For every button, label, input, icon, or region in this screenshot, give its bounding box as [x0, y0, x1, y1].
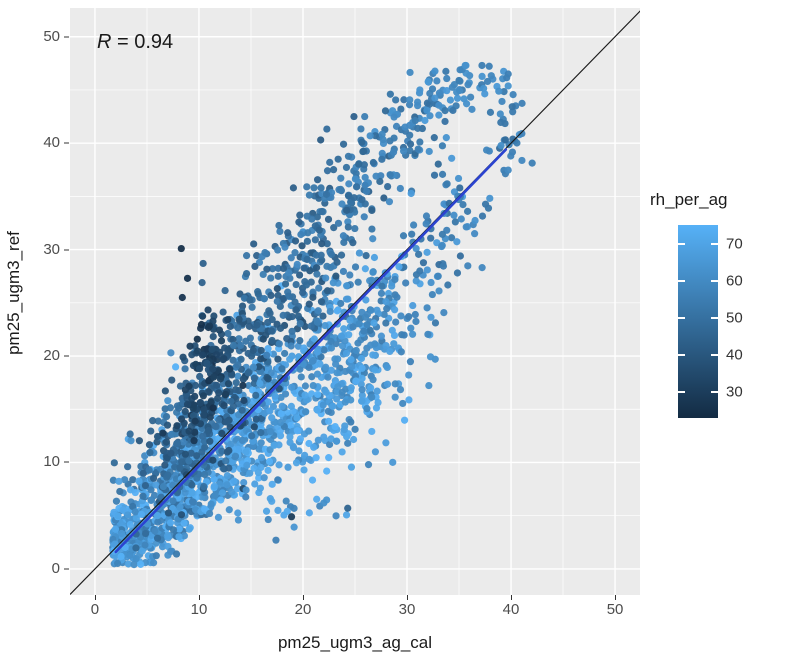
plot-panel: [70, 8, 640, 595]
y-tick-label: 10: [43, 453, 60, 471]
colorbar-tick: [678, 353, 685, 356]
y-tick-label: 40: [43, 134, 60, 152]
x-tickmark: [407, 595, 408, 600]
legend-tick-label: 50: [726, 309, 743, 327]
colorbar-tick: [678, 242, 685, 245]
y-tick-label: 20: [43, 347, 60, 365]
x-tickmark: [302, 595, 304, 600]
legend-tick-label: 40: [726, 346, 743, 364]
colorbar-tick: [678, 391, 685, 394]
y-tick-label: 30: [43, 240, 60, 258]
y-tickmark: [64, 461, 69, 463]
colorbar-tick: [711, 279, 718, 282]
x-tick-label: 10: [190, 601, 208, 618]
y-tickmark: [64, 36, 69, 38]
colorbar-gradient: [678, 225, 718, 418]
x-tickmark: [615, 595, 617, 600]
y-tickmark: [64, 355, 69, 357]
correlation-value: = 0.94: [111, 31, 174, 53]
y-tickmark: [64, 568, 69, 570]
x-tickmark: [94, 595, 96, 600]
y-tick-label: 50: [43, 27, 60, 45]
correlation-annotation: R = 0.94: [97, 31, 173, 54]
x-tick-label: 50: [606, 601, 624, 618]
colorbar-tick: [678, 279, 685, 282]
legend-tick-label: 30: [726, 383, 743, 401]
colorbar-tick: [711, 316, 718, 319]
colorbar-tick: [711, 242, 718, 245]
y-axis-title: pm25_ugm3_ref: [4, 231, 23, 355]
y-tick-label: 0: [51, 559, 60, 577]
scatter-canvas: [70, 8, 640, 595]
x-tick-label: 20: [294, 601, 312, 618]
colorbar-tick: [678, 316, 685, 319]
legend-tick-label: 60: [726, 272, 743, 290]
legend-tick-label: 70: [726, 235, 743, 253]
colorbar-tick: [711, 353, 718, 356]
x-tick-label: 30: [398, 601, 416, 618]
x-tick-label: 40: [502, 601, 520, 618]
x-tickmark: [198, 595, 200, 600]
colorbar-tick: [711, 391, 718, 394]
y-tickmark: [64, 249, 69, 251]
x-tickmark: [511, 595, 513, 600]
y-tickmark: [64, 142, 69, 144]
x-tick-label: 0: [90, 601, 100, 618]
correlation-symbol: R: [97, 31, 112, 53]
x-axis-title: pm25_ugm3_ag_cal: [277, 633, 433, 652]
legend-title: rh_per_ag: [650, 190, 728, 209]
